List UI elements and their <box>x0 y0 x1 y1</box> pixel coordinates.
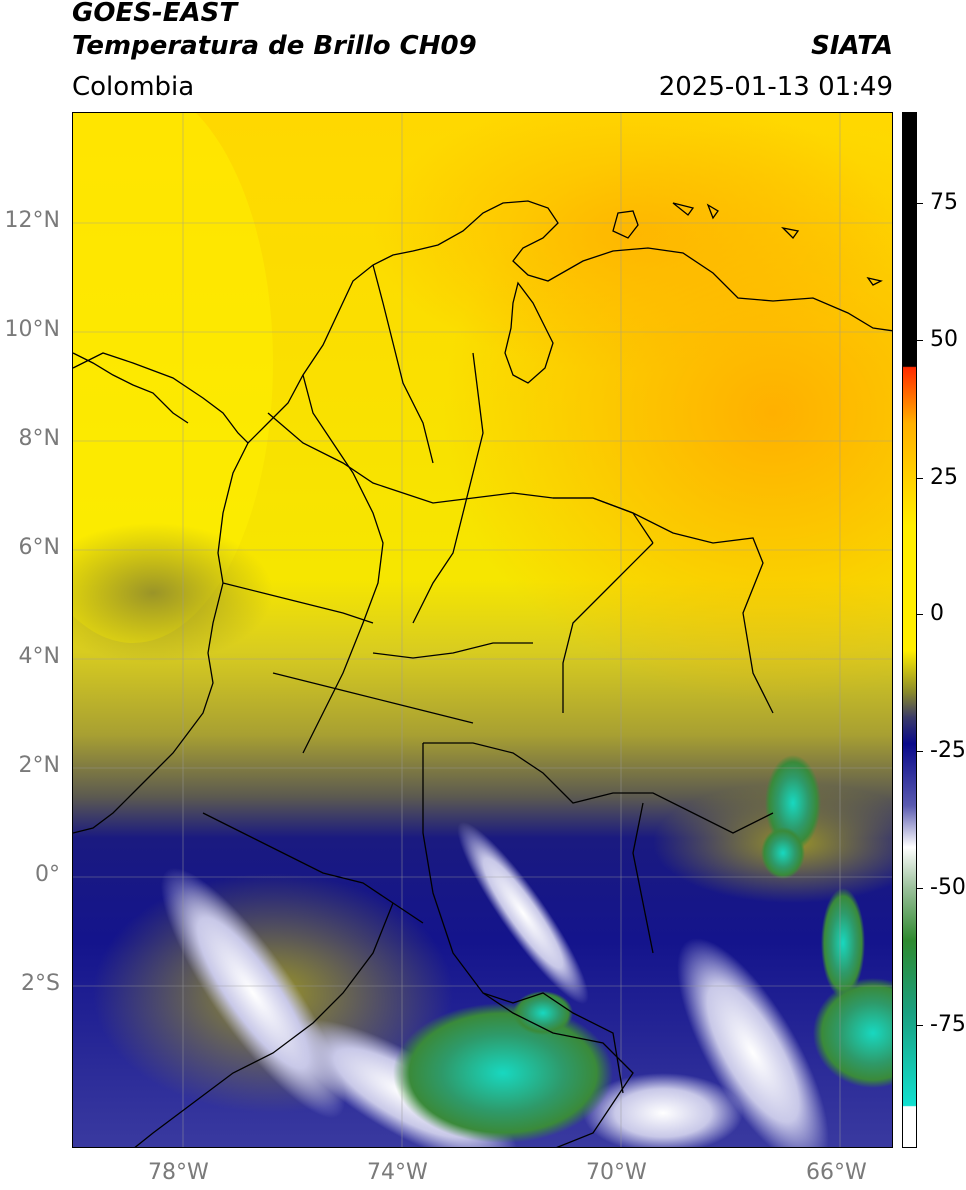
lat-tick-8n: 8°N <box>18 426 60 451</box>
lon-tick-66w: 66°W <box>806 1160 867 1185</box>
colorbar-tick-neg25: -25 <box>930 738 966 763</box>
satellite-map <box>73 113 892 1147</box>
cb-tick-mark <box>917 478 923 479</box>
colorbar <box>902 112 917 1148</box>
colorbar-tick-25: 25 <box>930 465 958 490</box>
coastlines-and-borders <box>73 200 892 1147</box>
colorbar-tick-50: 50 <box>930 327 958 352</box>
lat-tick-2n: 2°N <box>18 753 60 778</box>
lat-tick-4n: 4°N <box>18 644 60 669</box>
lon-tick-78w: 78°W <box>148 1160 209 1185</box>
cb-tick-mark <box>917 340 923 341</box>
cb-tick-mark <box>917 203 923 204</box>
colorbar-tick-neg75: -75 <box>930 1012 966 1037</box>
lat-tick-10n: 10°N <box>4 317 60 342</box>
colorbar-tick-0: 0 <box>930 601 944 626</box>
lat-tick-0: 0° <box>35 862 60 887</box>
map-panel <box>72 112 893 1148</box>
lat-tick-6n: 6°N <box>18 535 60 560</box>
datetime-label: 2025-01-13 01:49 <box>658 72 893 102</box>
cb-tick-mark <box>917 1025 923 1026</box>
cb-tick-mark <box>917 888 923 889</box>
lon-tick-70w: 70°W <box>586 1160 647 1185</box>
region-label: Colombia <box>72 72 195 102</box>
cb-tick-mark <box>917 751 923 752</box>
colorbar-tick-neg50: -50 <box>930 875 966 900</box>
graticule <box>73 113 892 1147</box>
product-title: Temperatura de Brillo CH09 <box>72 31 477 61</box>
cb-tick-mark <box>917 614 923 615</box>
lat-tick-12n: 12°N <box>4 208 60 233</box>
satellite-title: GOES-EAST <box>72 0 238 28</box>
agency-label: SIATA <box>811 31 893 61</box>
colorbar-tick-75: 75 <box>930 190 958 215</box>
lon-tick-74w: 74°W <box>367 1160 428 1185</box>
lat-tick-2s: 2°S <box>21 971 60 996</box>
